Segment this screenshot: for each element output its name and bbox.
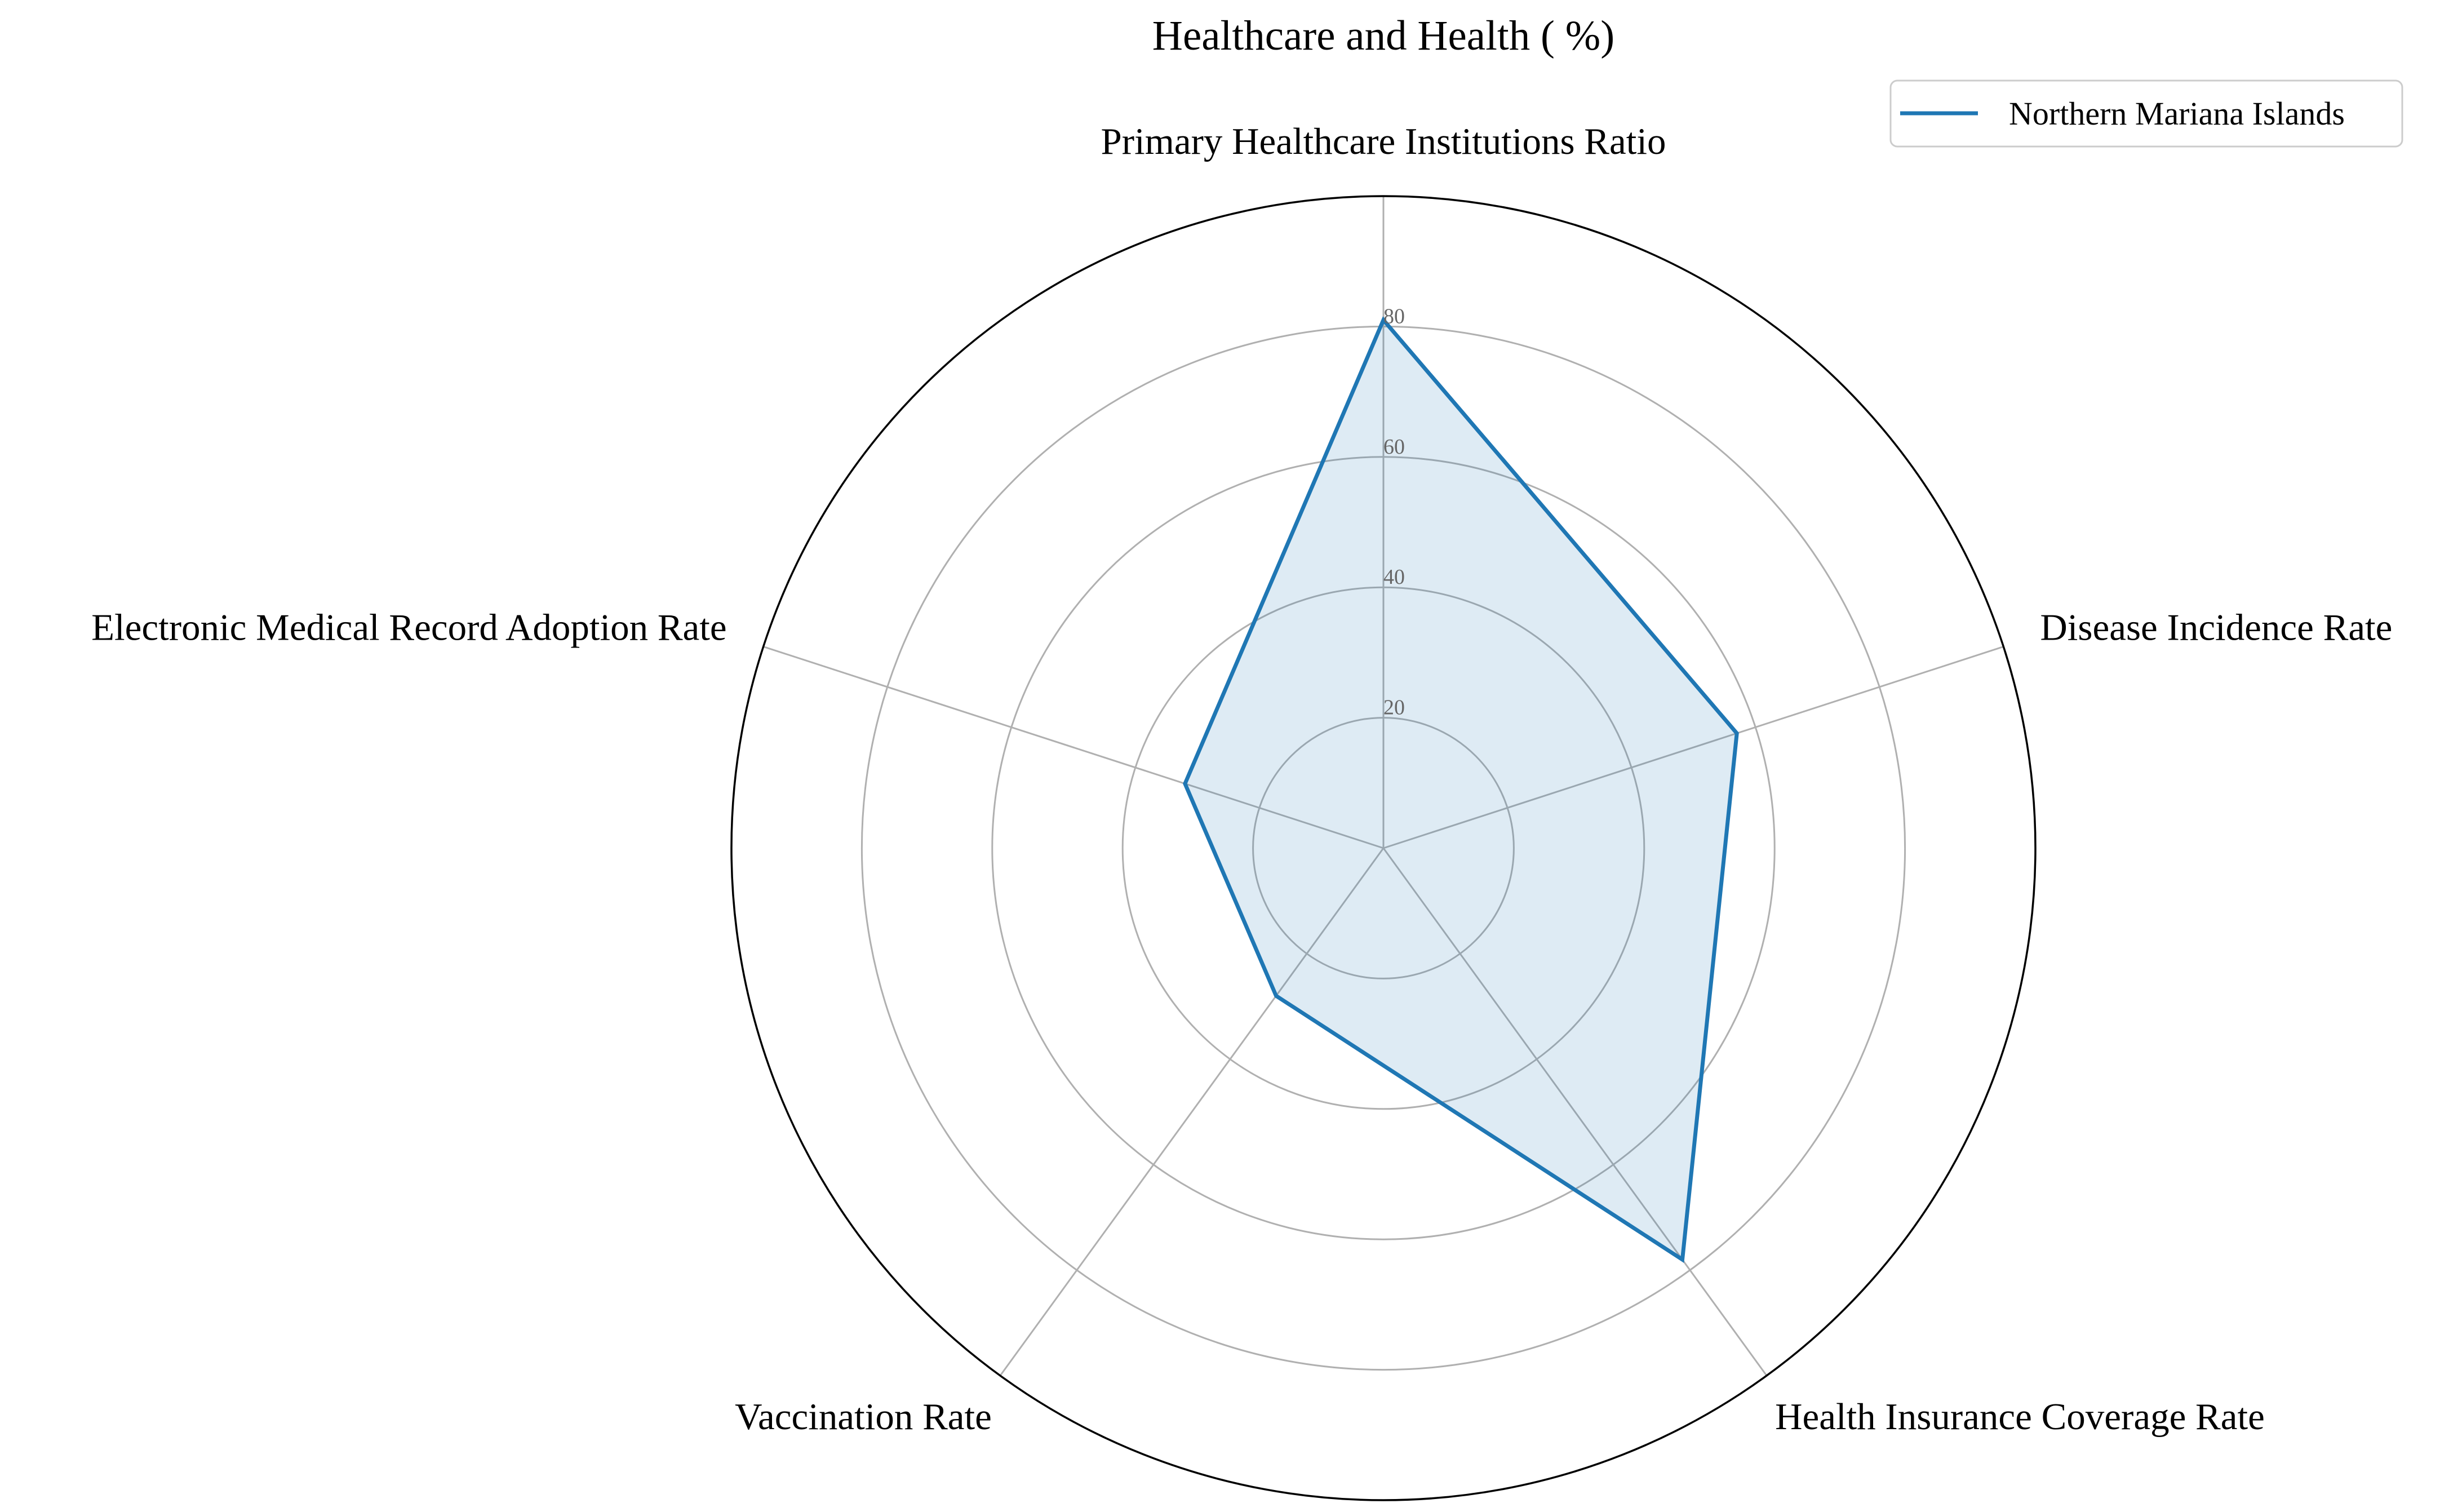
legend-label: Northern Mariana Islands bbox=[2009, 95, 2345, 132]
legend: Northern Mariana Islands bbox=[1889, 79, 2403, 148]
radial-tick-20: 20 bbox=[1383, 696, 1405, 720]
spoke-2 bbox=[1382, 848, 1768, 1376]
category-label-3: Vaccination Rate bbox=[735, 1396, 992, 1438]
spoke-4 bbox=[763, 646, 1384, 849]
radial-tick-labels: 20 40 60 80 bbox=[1383, 304, 1405, 719]
series-line bbox=[1183, 316, 1739, 1263]
radial-tick-60: 60 bbox=[1383, 435, 1405, 459]
category-labels: Primary Healthcare Institutions Ratio Dis… bbox=[91, 121, 2392, 1438]
radar-grid bbox=[730, 195, 2037, 1501]
category-label-2: Health Insurance Coverage Rate bbox=[1775, 1396, 2265, 1438]
series-layer bbox=[1183, 316, 1739, 1263]
spoke-1 bbox=[1383, 646, 2004, 849]
chart-title: Healthcare and Health ( %) bbox=[1152, 12, 1614, 59]
series-area bbox=[1184, 320, 1737, 1260]
radial-tick-80: 80 bbox=[1383, 304, 1405, 328]
category-label-1: Disease Incidence Rate bbox=[2040, 607, 2392, 649]
outer-frame bbox=[730, 195, 2037, 1501]
spoke-3 bbox=[999, 848, 1385, 1376]
legend-frame bbox=[1889, 79, 2403, 148]
category-label-0: Primary Healthcare Institutions Ratio bbox=[1101, 121, 1666, 162]
radial-tick-40: 40 bbox=[1383, 565, 1405, 589]
category-label-4: Electronic Medical Record Adoption Rate bbox=[91, 607, 726, 649]
